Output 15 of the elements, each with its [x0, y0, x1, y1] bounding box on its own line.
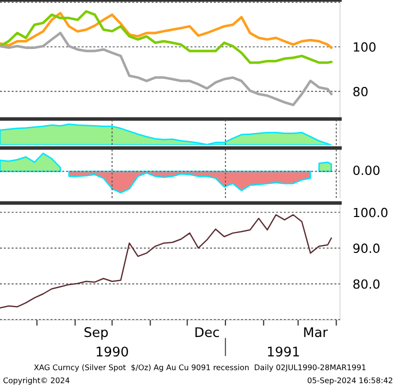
line-series — [0, 214, 332, 308]
line-series — [0, 32, 333, 106]
y-tick-label: 80 — [353, 86, 368, 96]
x2-tick-label: 1991 — [268, 346, 299, 357]
x-tick-label: Dec — [195, 327, 219, 338]
x2-tick-label: 1990 — [96, 346, 128, 357]
line-series — [0, 12, 333, 49]
y-tick-label: 100 — [354, 42, 376, 52]
y-tick-label: 100.0 — [354, 208, 388, 218]
x-tick-label: Sep — [84, 327, 108, 340]
x-tick-label: Mar — [304, 327, 328, 338]
ref-line-label: 0.00 — [353, 166, 380, 176]
y-tick-label: 80.0 — [353, 279, 380, 289]
line-series — [0, 10, 333, 64]
y-tick-label: 90.0 — [353, 244, 380, 254]
